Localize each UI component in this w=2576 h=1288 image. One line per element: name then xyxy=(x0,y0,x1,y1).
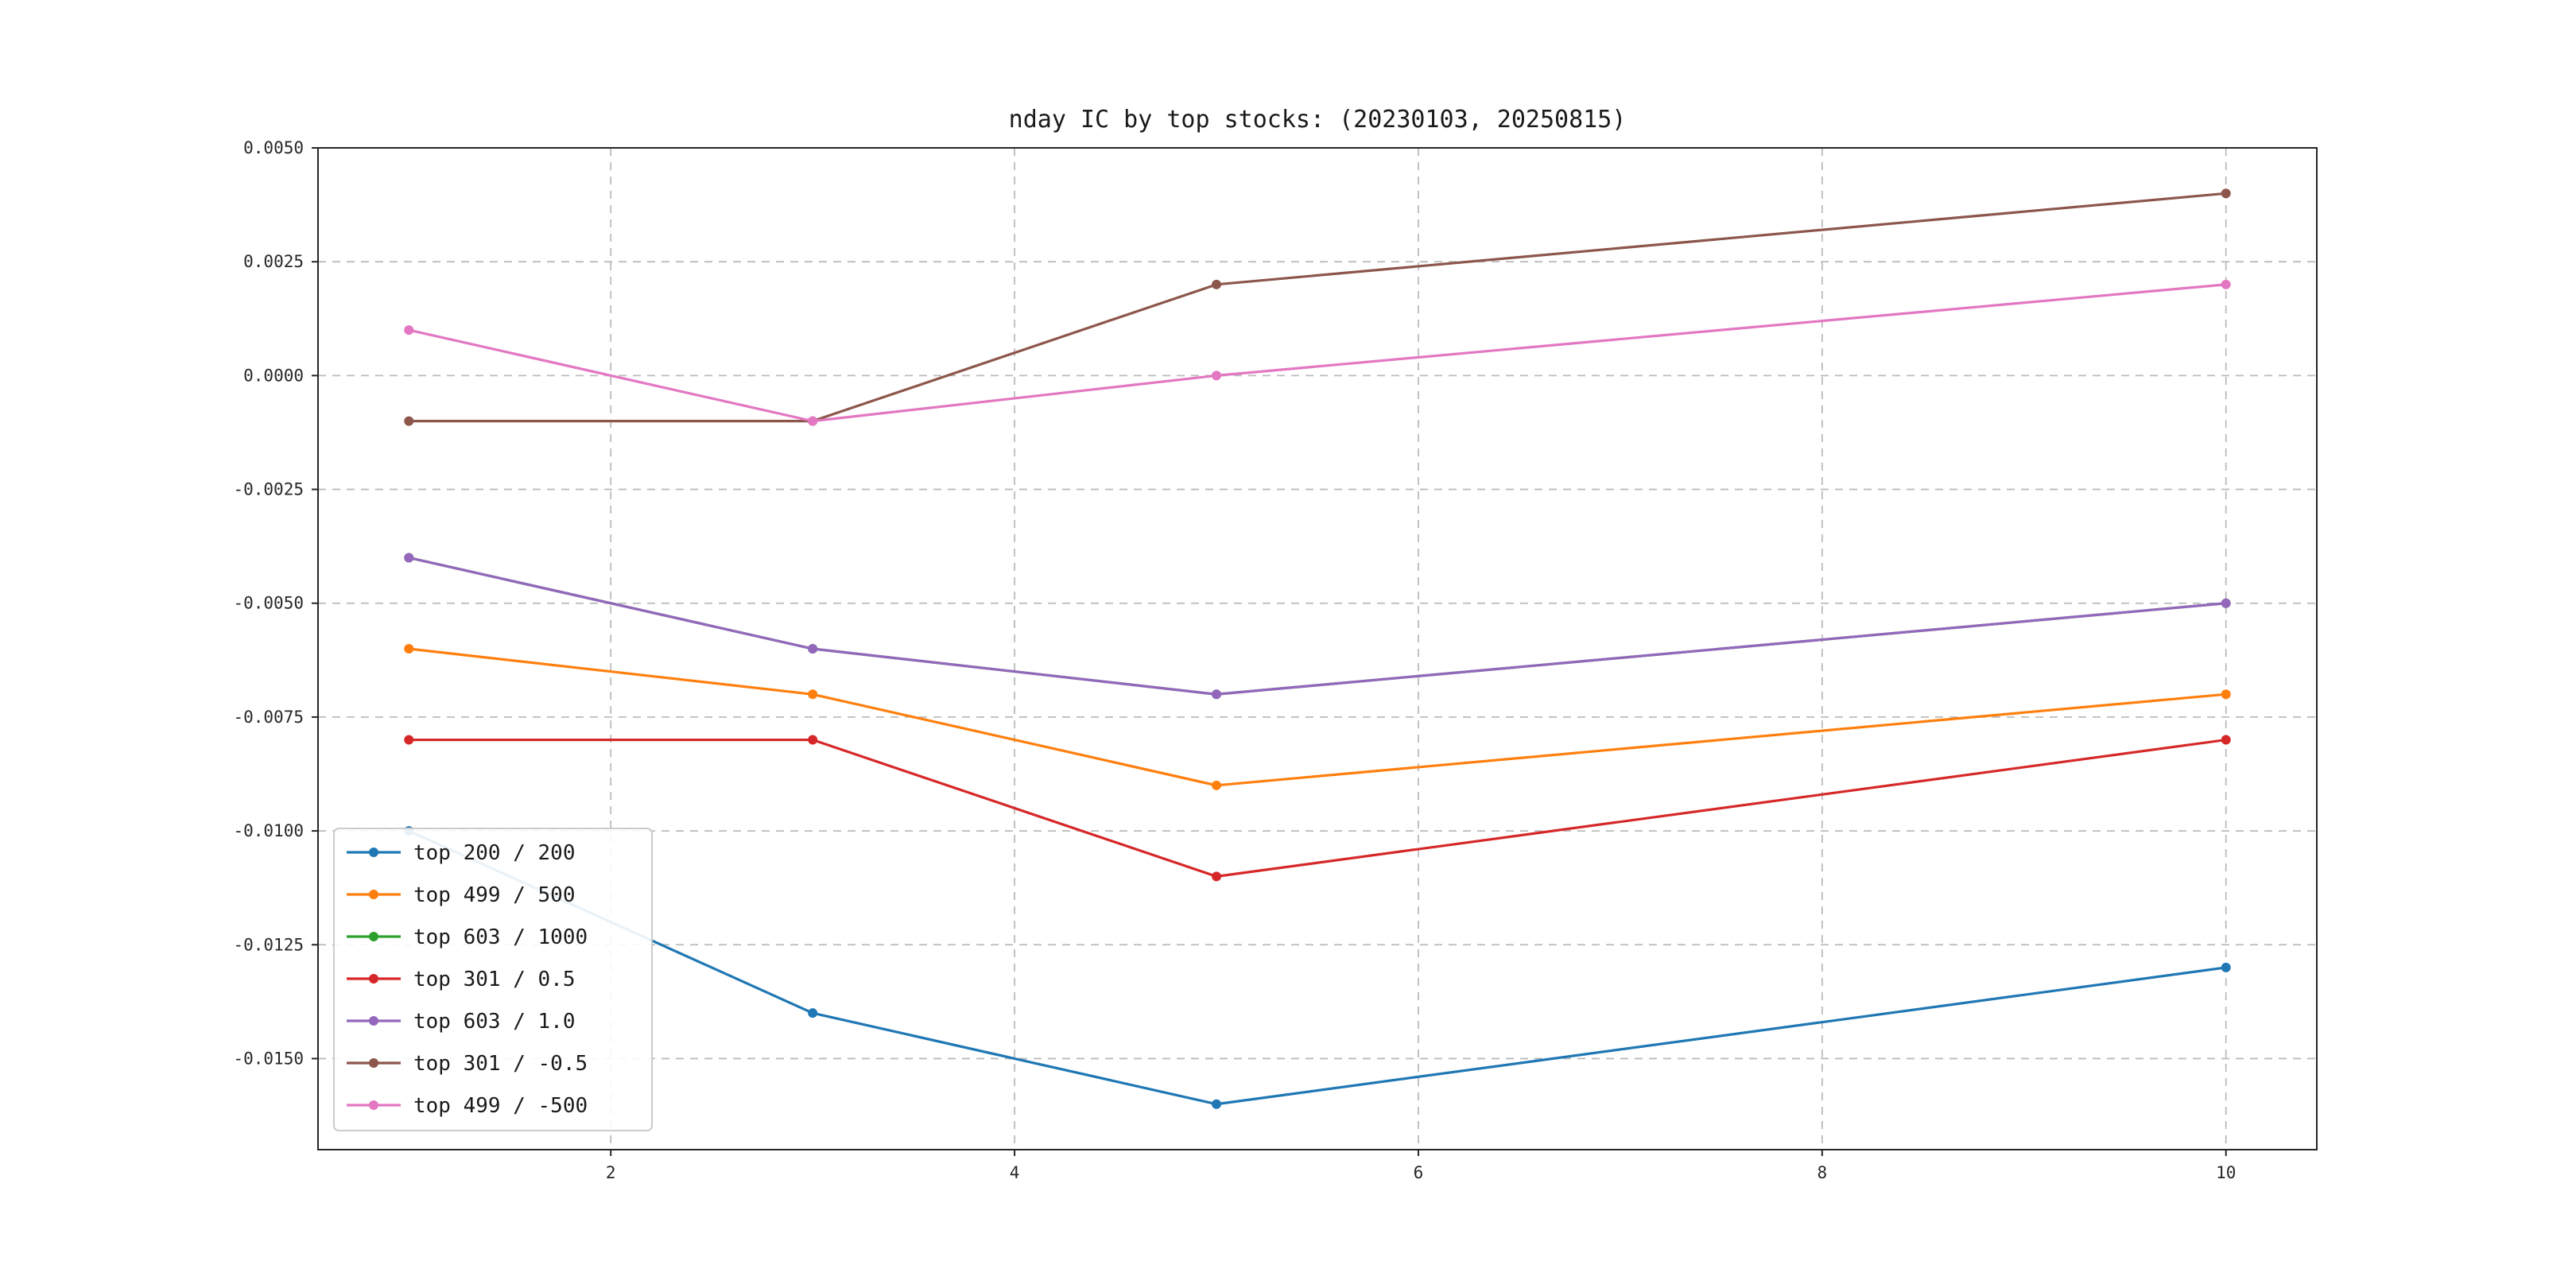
y-tick-label: 0.0000 xyxy=(243,366,304,385)
series-line xyxy=(409,647,2226,787)
x-tick-label: 2 xyxy=(606,1163,616,1182)
series-marker xyxy=(808,1008,818,1018)
series-marker xyxy=(1212,780,1222,790)
series-marker xyxy=(404,416,414,426)
legend-marker xyxy=(369,974,378,983)
series-marker xyxy=(1212,871,1222,882)
series-line xyxy=(408,556,2226,696)
plot-border xyxy=(317,147,2318,1150)
legend-marker xyxy=(369,1100,378,1110)
series-line xyxy=(409,738,2226,878)
legend-label: top 200 / 200 xyxy=(413,841,576,865)
legend-marker xyxy=(369,890,378,899)
series-marker xyxy=(1212,1099,1222,1109)
series-marker xyxy=(2221,279,2231,289)
legend-label: top 301 / -0.5 xyxy=(413,1052,588,1076)
y-tick-label: -0.0100 xyxy=(233,821,304,840)
series-marker xyxy=(808,416,818,426)
series-marker xyxy=(1212,279,1222,289)
legend-label: top 499 / -500 xyxy=(413,1094,588,1118)
legend-label: top 603 / 1000 xyxy=(413,925,588,949)
series-marker xyxy=(2221,962,2231,972)
legend-marker xyxy=(369,1058,378,1068)
chart-title: nday IC by top stocks: (20230103, 202508… xyxy=(1009,106,1627,134)
y-tick-label: -0.0125 xyxy=(233,935,304,954)
series-line xyxy=(409,192,2226,423)
y-tick-label: 0.0025 xyxy=(243,252,304,271)
series-marker xyxy=(1212,689,1222,700)
series-marker xyxy=(2221,598,2231,608)
y-tick-label: -0.0075 xyxy=(233,708,304,727)
y-tick-label: 0.0050 xyxy=(243,138,304,157)
legend-label: top 301 / 0.5 xyxy=(413,968,576,991)
y-tick-label: -0.0150 xyxy=(233,1049,304,1068)
series-line xyxy=(408,283,2226,423)
series-marker xyxy=(2221,689,2231,700)
series-marker xyxy=(808,644,818,654)
x-tick-label: 6 xyxy=(1414,1163,1424,1182)
legend-label: top 499 / 500 xyxy=(413,883,576,907)
y-tick-label: -0.0050 xyxy=(233,594,304,613)
x-tick-label: 8 xyxy=(1818,1163,1828,1182)
series-marker xyxy=(404,735,414,745)
x-tick-label: 4 xyxy=(1010,1163,1020,1182)
y-tick-label: -0.0025 xyxy=(233,480,304,499)
series-marker xyxy=(808,735,818,745)
series-marker xyxy=(1212,370,1222,381)
x-tick-label: 10 xyxy=(2216,1163,2236,1182)
series-line xyxy=(408,556,2226,696)
legend-label: top 603 / 1.0 xyxy=(413,1010,576,1034)
series-marker xyxy=(2221,735,2231,745)
legend-marker xyxy=(369,1016,378,1026)
series-marker xyxy=(2221,188,2231,199)
series-marker xyxy=(404,553,414,563)
legend-marker xyxy=(369,848,378,857)
legend-marker xyxy=(369,932,378,941)
series-marker xyxy=(404,325,414,336)
legend xyxy=(333,828,653,1131)
series-marker xyxy=(404,644,414,654)
series-line xyxy=(408,829,2226,1106)
series-marker xyxy=(808,689,818,700)
